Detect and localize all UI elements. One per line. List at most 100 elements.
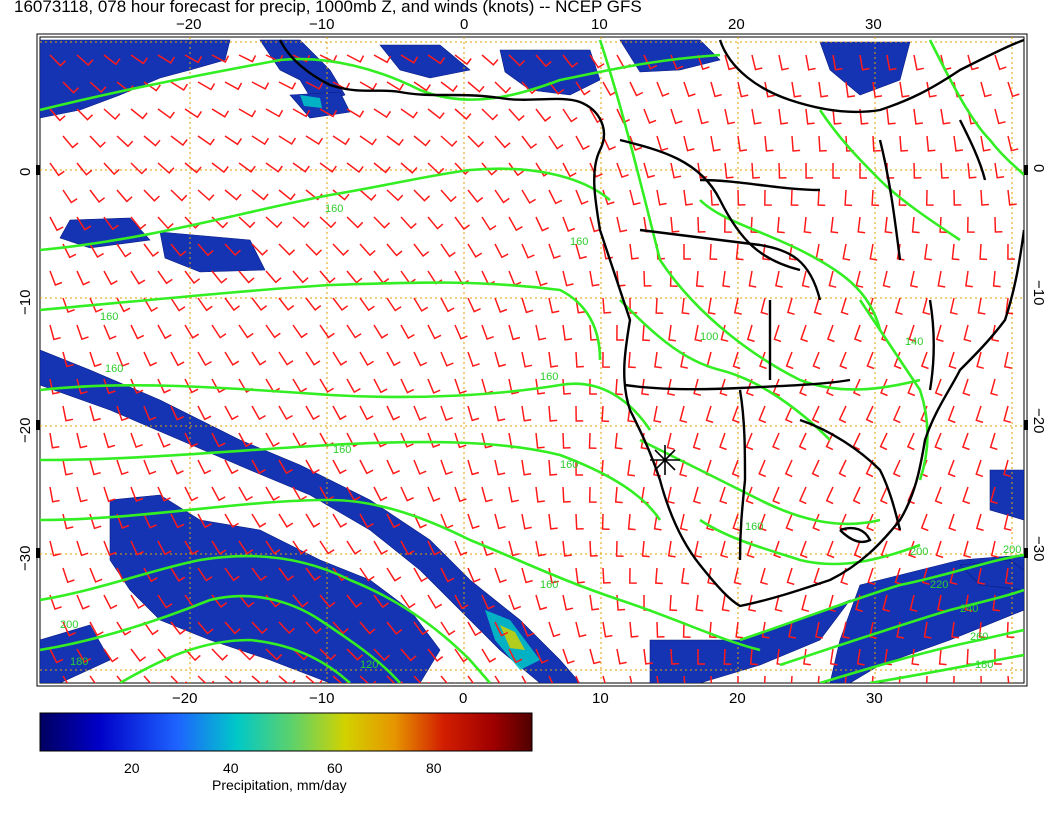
wind-barb [976,351,984,370]
wind-barb [103,54,121,66]
wind-barb [481,216,497,231]
wind-barb [130,270,146,285]
wind-barb [724,54,737,71]
wind-barb [454,108,472,120]
wind-barb [853,324,862,343]
wind-barb [764,135,774,152]
wind-barb [467,81,485,93]
wind-barb [575,81,591,96]
wind-barb [697,108,709,125]
lat-tick: −30 [1030,536,1047,561]
wind-barb [467,621,482,637]
contour-label: 200 [910,546,928,558]
wind-barb [49,270,63,286]
wind-barb [695,270,704,288]
colorbar-tick: 40 [223,760,239,776]
wind-barb [305,621,322,635]
wind-barb [731,405,740,424]
wind-barb [467,135,485,148]
wind-barb [991,324,1000,342]
wind-barb [386,189,404,202]
wind-barb [921,567,930,586]
precip-layer [40,39,1024,683]
wind-barb [562,648,575,665]
contour-label: 260 [970,631,988,643]
wind-barb [683,135,695,152]
lon-axis-top: −20 −10 0 10 20 30 [176,16,882,33]
wind-barb [852,486,861,505]
wind-barb [373,432,388,448]
wind-barb [975,459,984,478]
wind-barb [562,54,579,68]
wind-barb [562,162,577,178]
wind-barb [1006,621,1015,639]
wind-barb [548,189,563,205]
wind-barb [143,189,160,202]
wind-barb [224,567,240,582]
wind-barb [812,513,820,532]
wind-barb [467,189,484,203]
contour-label: 180 [70,656,88,668]
contour-label: 160 [560,459,578,471]
wind-barb [251,621,268,635]
wind-barb [720,540,729,559]
wind-barb [49,324,61,341]
wind-barb [103,594,118,610]
wind-barb [143,405,157,421]
wind-barb [963,540,971,559]
wind-barb [855,270,864,288]
wind-barb [224,405,239,421]
wind-barb [575,135,590,151]
wind-barb [980,675,982,683]
wind-barb [825,486,834,505]
wind-barb [521,189,536,204]
wind-barb [548,135,564,150]
wind-barb [562,594,574,611]
wind-barb [535,648,549,664]
wind-barb [772,432,780,451]
lon-tick: 0 [460,16,468,33]
wind-barb [947,459,956,478]
wind-barb [758,459,766,478]
wind-barb [548,675,554,683]
lon-tick: 30 [866,690,883,707]
wind-barb [413,513,427,529]
wind-barb [211,486,226,502]
wind-barb [332,621,349,635]
wind-barb [508,378,520,395]
wind-barb [103,162,120,176]
wind-barb [427,432,441,448]
wind-barb [521,513,532,530]
wind-barb [763,675,766,683]
lat-tick: −10 [1030,280,1047,305]
wind-barb [76,432,88,449]
wind-barb [642,324,650,342]
wind-barb [224,297,240,312]
wind-barb [319,324,335,339]
wind-barb [614,486,623,504]
wind-barb [508,486,519,503]
wind-barb [535,324,547,341]
wind-barb [643,270,652,287]
wind-barb [721,594,730,612]
wind-barb [732,513,741,532]
wind-barb [872,135,881,152]
wind-barb [953,675,955,683]
wind-barb [601,405,610,423]
wind-barb [548,405,558,422]
wind-barb [508,54,526,67]
wind-barb [197,459,212,475]
wind-barb [400,162,418,174]
wind-barb [454,378,467,395]
wind-barb [278,189,296,201]
wind-barb [251,243,269,256]
wind-barb [790,189,799,207]
wind-barb [427,162,445,175]
wind-barb [76,486,88,503]
lon-tick: 20 [728,16,745,33]
wind-barb [143,297,158,313]
wind-barb [427,216,444,230]
wind-barb [681,567,689,585]
wind-barb [710,81,722,98]
